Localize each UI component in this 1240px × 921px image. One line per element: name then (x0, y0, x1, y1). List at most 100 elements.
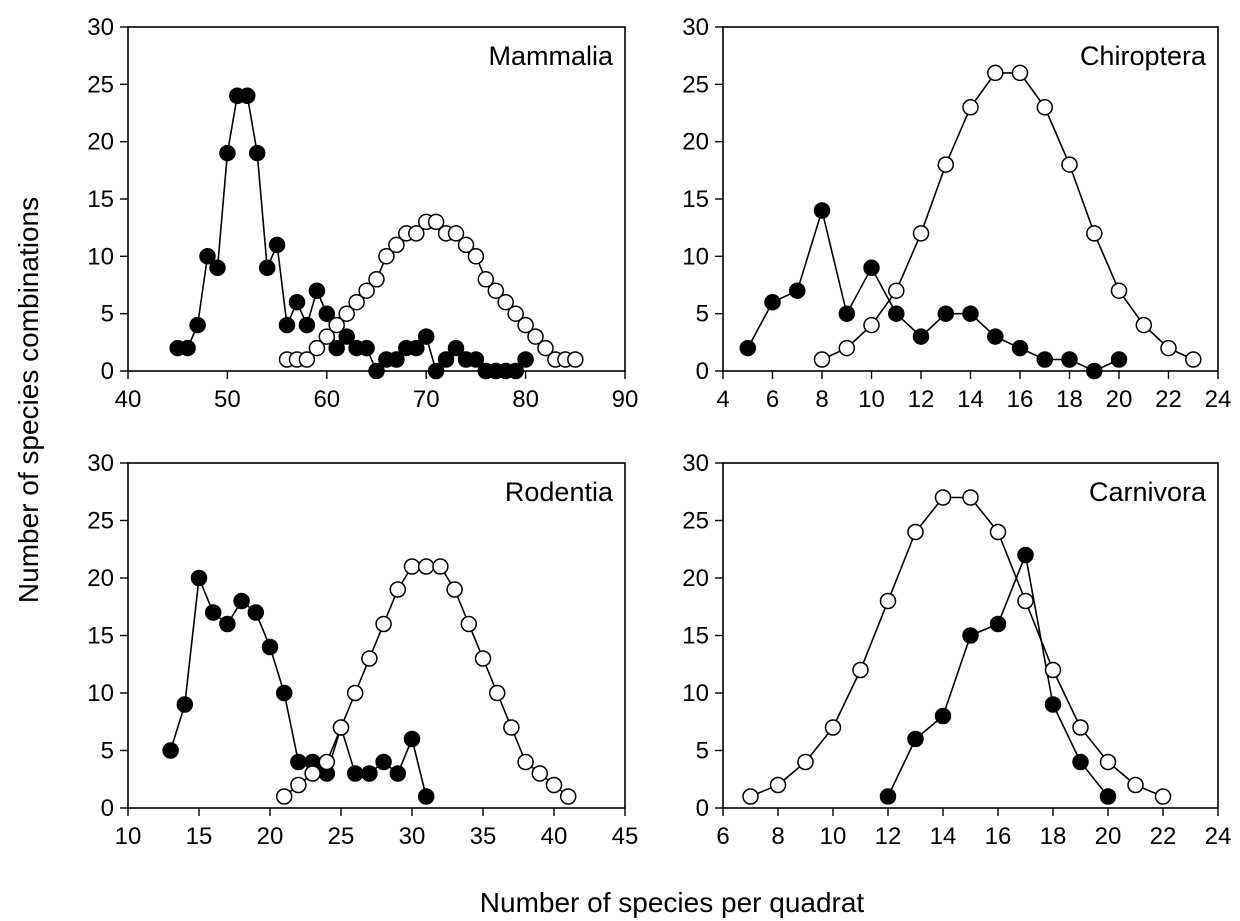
mammalia-open-point (497, 293, 514, 311)
chiroptera-x-tick-label: 6 (766, 386, 779, 413)
rodentia-plot-frame (127, 462, 626, 809)
rodentia-y-tick-label: 25 (87, 508, 114, 535)
carnivora-open-point (1017, 592, 1034, 610)
carnivora-open-series-line (750, 496, 1164, 798)
mammalia-x-tick-label: 90 (612, 386, 639, 413)
rodentia-filled-point (190, 569, 208, 587)
rodentia-open-point (446, 581, 463, 598)
chiroptera-filled-point (962, 305, 979, 322)
mammalia-filled-point (517, 351, 534, 368)
mammalia-x-tick-label: 40 (115, 386, 142, 413)
chiroptera-x-tick-label: 18 (1056, 386, 1083, 413)
chiroptera-open-point (1185, 351, 1202, 368)
rodentia-open-point (559, 788, 577, 805)
mammalia-open-point (447, 225, 465, 242)
chiroptera-open-point (1011, 64, 1029, 82)
carnivora-filled-point (1099, 788, 1117, 805)
chiroptera-filled-point (813, 202, 831, 219)
chiroptera-y-tick-label: 15 (682, 186, 709, 213)
mammalia-y-tick-label: 0 (101, 358, 114, 385)
chiroptera-open-point (863, 316, 880, 334)
rodentia-filled-point (346, 765, 364, 782)
mammalia-y-tick-label: 20 (87, 129, 114, 156)
chiroptera-filled-series-line (747, 207, 1120, 372)
mammalia-open-point (408, 225, 425, 242)
rodentia-open-point (290, 776, 307, 794)
chiroptera-y-tick-label: 30 (682, 14, 709, 41)
mammalia-filled-point (467, 351, 485, 368)
rodentia-open-point (545, 776, 563, 794)
carnivora-open-point (962, 489, 979, 506)
chiroptera-open-point (987, 64, 1004, 82)
rodentia-open-point (403, 558, 421, 575)
carnivora-open-point (742, 788, 759, 805)
mammalia-filled-point (328, 339, 345, 357)
chiroptera-open-point (838, 339, 856, 357)
chiroptera-open-point (1036, 99, 1054, 116)
mammalia-open-point (477, 271, 495, 288)
rodentia-open-point (361, 650, 378, 667)
chiroptera-open-point (1110, 282, 1128, 299)
carnivora-x-tick-label: 24 (1205, 823, 1232, 850)
carnivora-x-tick-label: 10 (820, 823, 847, 850)
chiroptera-x-tick-label: 24 (1205, 386, 1232, 413)
rodentia-open-point (531, 765, 549, 782)
carnivora-open-point (934, 489, 952, 506)
mammalia-open-point (567, 351, 584, 368)
mammalia-open-point (457, 236, 475, 254)
carnivora-x-tick-label: 14 (930, 823, 957, 850)
mammalia-open-point (527, 328, 544, 345)
mammalia-filled-point (388, 351, 405, 368)
rodentia-x-tick-label: 30 (399, 823, 426, 850)
chiroptera-x-tick-label: 22 (1155, 386, 1182, 413)
chiroptera-filled-point (789, 282, 806, 299)
mammalia-filled-point (179, 339, 196, 357)
mammalia-open-point (298, 351, 316, 368)
chiroptera-filled-point (739, 339, 757, 357)
rodentia-open-point (318, 753, 336, 771)
chiroptera-filled-point (1011, 339, 1029, 357)
carnivora-open-point (1154, 788, 1172, 805)
chiroptera-filled-point (1110, 351, 1128, 368)
mammalia-filled-point (447, 339, 465, 357)
carnivora-x-tick-label: 22 (1150, 823, 1177, 850)
chiroptera-open-series-line (821, 72, 1194, 361)
rodentia-open-point (417, 558, 435, 575)
mammalia-open-point (537, 339, 554, 357)
panel-carnivora: 0 5 10 15 20 25 30 6 8 10 12 14 16 18 20 22 24 Carnivora (682, 450, 1231, 850)
rodentia-open-point (503, 719, 520, 736)
rodentia-filled-point (417, 788, 435, 805)
carnivora-x-tick-label: 18 (1040, 823, 1067, 850)
chiroptera-filled-point (764, 293, 781, 311)
mammalia-filled-point (408, 339, 425, 357)
mammalia-open-point (308, 339, 326, 357)
chiroptera-filled-point (937, 305, 955, 322)
panel-rodentia: 0 5 10 15 20 25 30 10 15 20 25 30 35 40 45 Rodentia (87, 450, 638, 850)
carnivora-y-tick-label: 5 (696, 738, 709, 765)
mammalia-open-point (388, 236, 405, 254)
chiroptera-open-point (912, 225, 930, 242)
chiroptera-filled-point (863, 259, 880, 277)
carnivora-panel-title: Carnivora (1089, 477, 1207, 507)
chiroptera-filled-point (1061, 351, 1078, 368)
rodentia-open-point (517, 753, 534, 771)
mammalia-filled-point (189, 316, 206, 334)
carnivora-filled-point (989, 615, 1007, 633)
rodentia-open-point (375, 615, 392, 633)
carnivora-filled-point (1044, 696, 1062, 713)
carnivora-filled-point (879, 788, 897, 805)
mammalia-x-tick-label: 60 (313, 386, 340, 413)
rodentia-filled-point (176, 696, 194, 713)
rodentia-filled-point (403, 730, 421, 748)
rodentia-x-tick-label: 25 (328, 823, 355, 850)
chiroptera-open-point (1086, 225, 1103, 242)
rodentia-y-tick-label: 15 (87, 623, 114, 650)
carnivora-open-point (769, 776, 787, 794)
chiroptera-x-tick-label: 20 (1106, 386, 1133, 413)
rodentia-filled-point (361, 765, 378, 782)
carnivora-x-tick-label: 12 (875, 823, 902, 850)
mammalia-open-point (338, 305, 355, 322)
mammalia-open-point (318, 328, 336, 345)
chiroptera-filled-point (987, 328, 1004, 345)
